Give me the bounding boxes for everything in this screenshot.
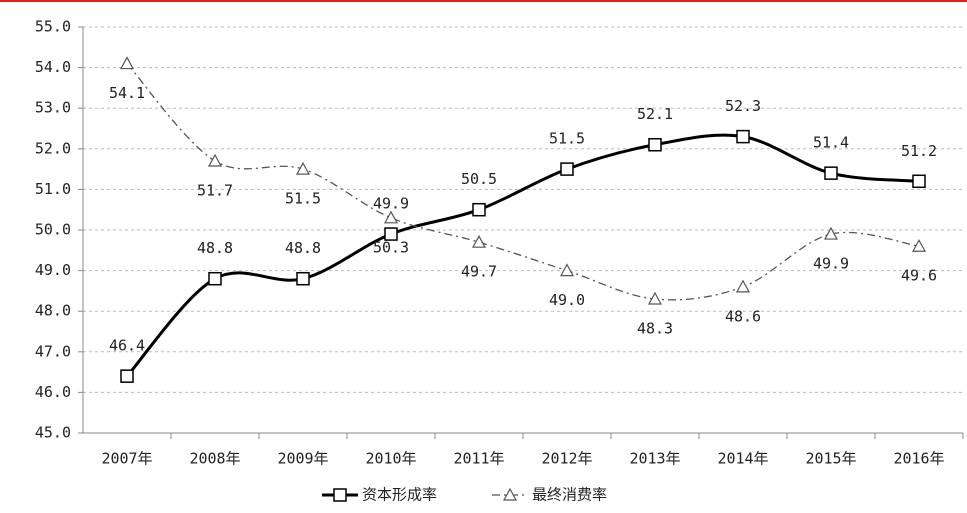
series-line [126, 63, 920, 301]
marker [560, 162, 574, 176]
data-label: 50.3 [373, 238, 409, 256]
x-tick-label: 2010年 [365, 450, 416, 468]
data-label: 48.8 [197, 239, 233, 257]
data-label: 49.7 [461, 263, 497, 281]
legend-marker [333, 488, 347, 502]
marker [471, 234, 487, 248]
data-label: 50.5 [461, 170, 497, 188]
y-tick-label: 46.0 [35, 383, 71, 401]
marker [119, 56, 135, 70]
x-tick-label: 2015年 [805, 450, 856, 468]
data-label: 46.4 [109, 337, 145, 355]
data-label: 48.8 [285, 239, 321, 257]
data-label: 52.1 [637, 105, 673, 123]
y-tick-label: 48.0 [35, 302, 71, 320]
y-tick-label: 55.0 [35, 18, 71, 36]
data-label: 49.9 [373, 195, 409, 213]
marker [824, 166, 838, 180]
x-tick-label: 2014年 [717, 450, 768, 468]
data-label: 48.6 [725, 307, 761, 325]
data-label: 52.3 [725, 97, 761, 115]
y-tick-label: 54.0 [35, 58, 71, 76]
data-label: 49.0 [549, 291, 585, 309]
legend-label: 资本形成率 [362, 486, 437, 504]
data-label: 48.3 [637, 320, 673, 338]
x-tick-label: 2016年 [893, 450, 944, 468]
y-tick-label: 50.0 [35, 221, 71, 239]
marker [296, 271, 310, 286]
marker [384, 227, 398, 241]
data-label: 51.2 [901, 142, 937, 160]
data-label: 51.4 [813, 134, 849, 152]
marker [736, 129, 750, 144]
y-tick-label: 45.0 [35, 424, 71, 442]
x-tick-label: 2009年 [277, 450, 328, 468]
y-tick-label: 52.0 [35, 139, 71, 157]
x-tick-label: 2012年 [541, 450, 592, 468]
marker [735, 279, 751, 293]
data-label: 49.9 [813, 255, 849, 273]
series-line [125, 133, 920, 378]
y-tick-label: 49.0 [35, 261, 71, 279]
y-tick-label: 47.0 [35, 342, 71, 360]
marker [647, 291, 663, 305]
marker [120, 369, 134, 383]
marker [823, 226, 839, 240]
marker [383, 210, 399, 224]
x-tick-label: 2008年 [189, 450, 240, 468]
legend-marker [502, 487, 518, 501]
marker [911, 238, 927, 252]
marker [207, 153, 223, 167]
legend-label: 最终消费率 [532, 486, 607, 504]
x-tick-label: 2007年 [101, 450, 152, 468]
marker [648, 137, 662, 152]
x-tick-label: 2013年 [629, 450, 680, 468]
marker [559, 263, 575, 277]
marker [208, 271, 222, 286]
marker [912, 174, 926, 189]
data-label: 51.5 [549, 130, 585, 148]
data-label: 49.6 [901, 267, 937, 285]
marker [472, 202, 486, 217]
marker [295, 161, 311, 175]
legend-item: 最终消费率 [492, 486, 607, 504]
y-tick-label: 53.0 [35, 99, 71, 117]
data-label: 51.7 [197, 181, 233, 199]
legend-item: 资本形成率 [322, 486, 437, 504]
data-label: 51.5 [285, 190, 321, 208]
x-tick-label: 2011年 [453, 450, 504, 468]
data-label: 54.1 [109, 84, 145, 102]
y-tick-label: 51.0 [35, 180, 71, 198]
